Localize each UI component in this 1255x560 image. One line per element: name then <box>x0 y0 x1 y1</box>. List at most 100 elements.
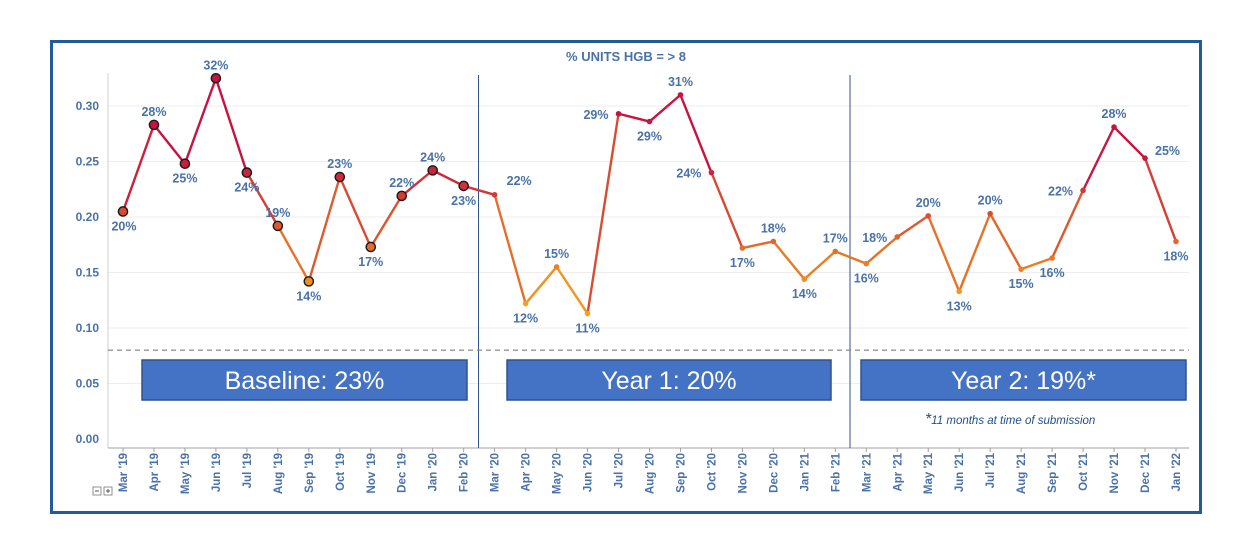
series-line <box>121 77 1178 315</box>
data-point <box>832 248 839 255</box>
data-point <box>117 206 129 217</box>
series-segment <box>1019 256 1054 271</box>
data-label: 18% <box>761 221 786 235</box>
x-tick-label: Apr '20 <box>521 453 533 492</box>
y-tick-label: 0.25 <box>76 155 100 169</box>
series-segment <box>679 93 713 174</box>
series-segment <box>183 77 218 165</box>
chart-frame: % UNITS HGB = > 8 0.00 0.05 0.10 0.15 0.20 0.… <box>50 40 1202 514</box>
data-point <box>615 110 622 117</box>
y-tick-label: 0.15 <box>76 266 100 280</box>
footnote: *11 months at time of submission <box>925 411 1095 428</box>
data-label: 23% <box>327 157 352 171</box>
chart-title: % UNITS HGB = > 8 <box>566 49 686 64</box>
period-box <box>506 359 832 401</box>
x-tick-label: Mar '21 <box>861 452 873 492</box>
x-tick-label: Apr '21 <box>892 452 904 491</box>
series-segment <box>896 214 930 239</box>
data-points <box>117 72 1179 317</box>
expand-icon[interactable] <box>103 486 113 496</box>
data-labels: 20% 28% 25% 32% 24% 19% 14% 23% 17% 22% 24% 23% 22% 1… <box>111 58 1188 335</box>
series-segment <box>957 212 992 293</box>
x-tick-label: Nov '20 <box>737 453 749 493</box>
series-segment <box>1050 189 1085 260</box>
data-label: 17% <box>730 256 755 270</box>
x-tick-label: Dec '20 <box>768 453 780 493</box>
period-boxes: Baseline: 23% Year 1: 20% Year 2: 19%* <box>141 359 1187 401</box>
x-tick-label: Sep '21 <box>1047 452 1059 492</box>
period-label: Baseline: 23% <box>225 367 385 395</box>
series-segment <box>927 214 961 293</box>
series-segment <box>772 240 806 281</box>
data-label: 25% <box>1155 144 1180 158</box>
data-point <box>677 92 684 98</box>
data-point <box>987 210 993 217</box>
series-segment <box>431 169 465 188</box>
x-tick-label: Jan '22 <box>1171 453 1183 492</box>
series-segment <box>462 184 496 197</box>
data-label: 19% <box>265 206 290 220</box>
footnote-body: 11 months at time of submission <box>931 415 1095 427</box>
x-tick-label: Oct '21 <box>1078 452 1090 490</box>
y-tick-label: 0.10 <box>76 321 100 335</box>
series-segment <box>245 171 280 228</box>
data-point <box>1018 266 1024 272</box>
data-label: 18% <box>1163 249 1188 263</box>
y-tick-label: 0.00 <box>76 432 100 446</box>
data-point <box>925 213 932 219</box>
data-label: 11% <box>575 322 599 336</box>
data-point <box>272 220 284 232</box>
series-segment <box>1081 125 1116 192</box>
data-label: 24% <box>676 167 701 181</box>
data-point <box>553 264 560 270</box>
series-segment <box>803 250 837 281</box>
series-segment <box>586 112 620 315</box>
data-point <box>458 180 469 192</box>
data-point <box>956 288 962 295</box>
data-point <box>210 72 222 84</box>
footnote-text: *11 months at time of submission <box>925 411 1095 428</box>
data-point <box>522 300 529 307</box>
data-label: 14% <box>296 289 321 303</box>
x-tick-label: Aug '19 <box>273 453 285 494</box>
series-segment <box>276 224 311 283</box>
y-axis: 0.00 0.05 0.10 0.15 0.20 0.25 0.30 <box>76 73 1189 449</box>
data-point <box>491 192 498 198</box>
data-label: 17% <box>823 231 848 245</box>
data-point <box>396 190 408 202</box>
x-tick-label: Oct '19 <box>335 453 347 491</box>
data-point <box>334 171 346 183</box>
data-point <box>584 310 591 317</box>
x-tick-label: Jan '20 <box>428 453 440 492</box>
data-label: 29% <box>583 108 608 122</box>
data-point <box>646 118 653 125</box>
x-tick-label: Jul '19 <box>242 453 254 488</box>
series-segment <box>555 265 589 315</box>
data-label: 32% <box>203 58 228 72</box>
x-tick-label: Aug '21 <box>1016 452 1028 494</box>
period-dividers <box>478 75 851 448</box>
series-segment <box>1112 125 1147 160</box>
collapse-icon[interactable] <box>92 486 102 496</box>
series-segment <box>648 93 682 123</box>
data-point <box>739 245 746 251</box>
period-label: Year 1: 20% <box>601 367 736 395</box>
x-tick-label: Nov '19 <box>366 453 378 493</box>
x-tick-label: Jun '21 <box>954 452 966 492</box>
series-segment <box>834 250 868 265</box>
data-label: 20% <box>111 219 136 233</box>
data-label: 14% <box>792 287 817 301</box>
x-tick-label: Feb '20 <box>459 453 471 492</box>
x-tick-label: Jul '20 <box>614 453 626 488</box>
x-axis: Mar '19 Apr '19 May '19 Jun '19 Jul '19 Aug '… <box>118 448 1183 494</box>
x-tick-label: Nov '21 <box>1109 452 1121 493</box>
x-tick-label: Jun '20 <box>583 453 595 492</box>
gridlines <box>108 105 1189 384</box>
data-label: 29% <box>637 130 662 144</box>
data-point <box>1049 255 1055 261</box>
series-segment <box>1143 156 1178 243</box>
data-label: 22% <box>507 174 532 188</box>
series-segment <box>988 212 1023 271</box>
data-point <box>427 165 439 176</box>
x-tick-label: Feb '21 <box>830 452 842 492</box>
